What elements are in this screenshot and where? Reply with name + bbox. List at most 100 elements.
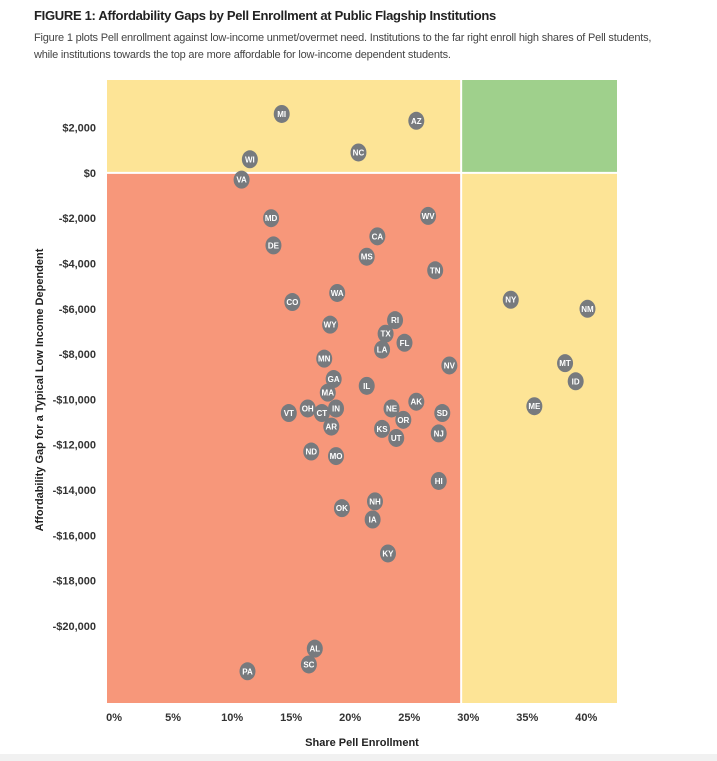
- y-axis-label: Affordability Gap for a Typical Low Inco…: [34, 248, 46, 531]
- data-point-id: ID: [567, 372, 584, 391]
- point-label: FL: [400, 339, 410, 348]
- point-label: TX: [380, 330, 391, 339]
- data-point-va: VA: [233, 170, 250, 189]
- data-point-de: DE: [265, 236, 282, 255]
- point-label: MA: [322, 389, 335, 398]
- point-marker: [358, 247, 375, 266]
- point-label: MN: [318, 355, 331, 364]
- data-point-mi: MI: [273, 104, 290, 123]
- point-label: ID: [572, 377, 580, 386]
- point-marker: [306, 639, 323, 658]
- point-marker: [502, 290, 519, 309]
- x-tick-label: 5%: [165, 712, 181, 724]
- point-marker: [387, 311, 404, 330]
- point-label: OH: [302, 404, 314, 413]
- point-label: WA: [331, 289, 344, 298]
- x-tick-label: 10%: [221, 712, 243, 724]
- point-marker: [408, 392, 425, 411]
- point-label: AZ: [411, 117, 422, 126]
- point-label: UT: [391, 434, 402, 443]
- point-label: GA: [328, 375, 340, 384]
- point-marker: [329, 283, 346, 302]
- data-point-az: AZ: [408, 111, 425, 130]
- data-point-oh: OH: [299, 399, 316, 418]
- point-marker: [241, 150, 258, 169]
- data-point-me: ME: [526, 397, 543, 416]
- point-label: NV: [444, 361, 456, 370]
- point-label: PA: [242, 667, 253, 676]
- y-tick-label: -$20,000: [53, 621, 96, 633]
- y-tick-label: -$16,000: [53, 530, 96, 542]
- x-tick-label: 40%: [575, 712, 597, 724]
- point-marker: [377, 324, 394, 343]
- y-tick-label: -$2,000: [59, 213, 96, 225]
- data-point-wa: WA: [329, 283, 346, 302]
- y-tick-label: $0: [84, 168, 96, 180]
- point-marker: [284, 293, 301, 312]
- point-marker: [233, 170, 250, 189]
- x-tick-label: 30%: [457, 712, 479, 724]
- point-marker: [579, 299, 596, 318]
- x-tick-label: 20%: [339, 712, 361, 724]
- data-point-sc: SC: [300, 655, 317, 674]
- point-marker: [369, 227, 386, 246]
- point-marker: [388, 428, 405, 447]
- point-marker: [323, 417, 340, 436]
- point-label: OK: [336, 504, 348, 513]
- point-label: MS: [361, 253, 374, 262]
- data-point-ca: CA: [369, 227, 386, 246]
- point-label: NE: [386, 404, 398, 413]
- point-label: OR: [397, 416, 409, 425]
- point-marker: [328, 399, 345, 418]
- data-point-ct: CT: [313, 404, 330, 423]
- point-marker: [430, 424, 447, 443]
- y-tick-label: -$8,000: [59, 349, 96, 361]
- data-point-ne: NE: [383, 399, 400, 418]
- point-label: TN: [430, 266, 441, 275]
- point-label: SC: [303, 660, 314, 669]
- data-point-ks: KS: [374, 419, 391, 438]
- point-label: CA: [372, 232, 384, 241]
- point-marker: [313, 404, 330, 423]
- data-point-ms: MS: [358, 247, 375, 266]
- point-label: WV: [422, 212, 436, 221]
- point-marker: [319, 383, 336, 402]
- point-marker: [300, 655, 317, 674]
- point-label: RI: [391, 316, 399, 325]
- point-label: ME: [528, 402, 541, 411]
- point-label: VA: [236, 176, 247, 185]
- point-marker: [379, 544, 396, 563]
- point-marker: [239, 662, 256, 681]
- point-marker: [280, 404, 297, 423]
- data-point-ga: GA: [325, 370, 342, 389]
- data-point-nc: NC: [350, 143, 367, 162]
- data-point-ia: IA: [364, 510, 381, 529]
- point-marker: [383, 399, 400, 418]
- point-label: VT: [284, 409, 294, 418]
- point-label: NH: [369, 497, 381, 506]
- point-marker: [265, 236, 282, 255]
- data-point-in: IN: [328, 399, 345, 418]
- point-label: DE: [268, 241, 280, 250]
- point-label: MO: [330, 452, 343, 461]
- point-marker: [434, 404, 451, 423]
- y-tick-label: -$10,000: [53, 394, 96, 406]
- point-marker: [427, 261, 444, 280]
- data-point-la: LA: [374, 340, 391, 359]
- y-tick-label: $2,000: [62, 123, 96, 135]
- point-marker: [366, 492, 383, 511]
- data-point-wy: WY: [322, 315, 339, 334]
- point-label: NY: [505, 296, 517, 305]
- point-marker: [299, 399, 316, 418]
- figure-subtitle: Figure 1 plots Pell enrollment against l…: [34, 32, 652, 61]
- data-point-ma: MA: [319, 383, 336, 402]
- point-marker: [325, 370, 342, 389]
- point-label: MT: [559, 359, 571, 368]
- point-label: CO: [286, 298, 298, 307]
- data-point-tx: TX: [377, 324, 394, 343]
- point-marker: [526, 397, 543, 416]
- point-label: CT: [317, 409, 328, 418]
- point-marker: [567, 372, 584, 391]
- y-tick-label: -$6,000: [59, 304, 96, 316]
